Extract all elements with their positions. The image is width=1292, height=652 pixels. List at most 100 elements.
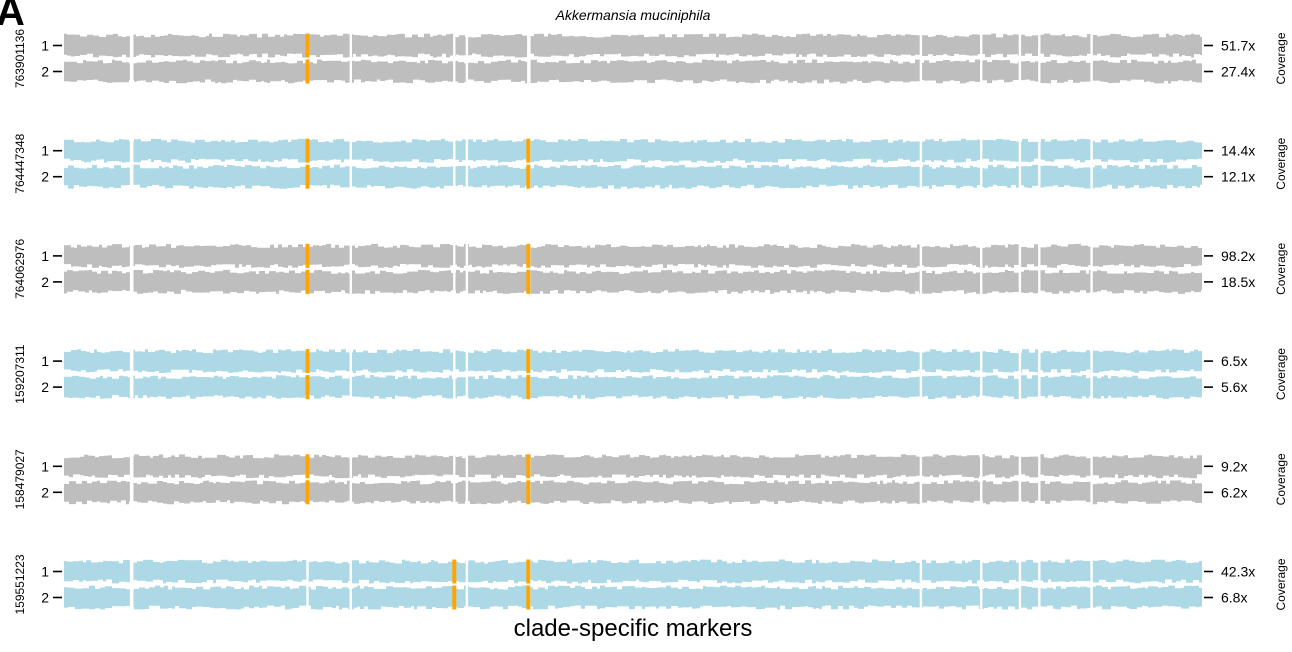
coverage-gap [1038,31,1041,60]
coverage-gap [919,136,923,165]
panel-letter: A [0,0,25,34]
coverage-band [64,557,1202,586]
coverage-gap [131,583,134,612]
track-label: 2 [41,590,49,606]
coverage-gap [349,241,352,270]
coverage-gap [465,241,469,270]
clade-marker [305,138,310,163]
coverage-value: 42.3x [1221,564,1255,580]
coverage-gap [980,583,983,612]
coverage-gap [919,57,923,86]
coverage-band [64,452,1202,481]
coverage-gap [919,347,923,376]
coverage-gap [465,347,469,376]
coverage-gap [919,373,923,402]
track-label: 2 [41,274,49,290]
coverage-gap [1090,478,1093,507]
coverage-gap [1038,162,1041,191]
coverage-axis-label: Coverage [1274,453,1288,505]
coverage-gap [1038,57,1041,86]
clade-marker [305,59,310,84]
clade-marker [526,349,531,374]
coverage-value: 12.1x [1221,169,1255,185]
coverage-gap [919,241,923,270]
coverage-value: 27.4x [1221,64,1255,80]
coverage-gap [1038,583,1041,612]
coverage-gap [980,557,983,586]
sample-id: 158479027 [13,449,27,509]
coverage-band [64,162,1202,191]
coverage-gap [1018,267,1022,296]
coverage-gap [306,583,309,612]
coverage-axis-label: Coverage [1274,137,1288,189]
coverage-gap [980,136,983,165]
coverage-gap [131,162,134,191]
coverage-gap [349,373,352,402]
coverage-gap [453,478,456,507]
track-label: 1 [41,458,49,474]
coverage-gap [453,31,456,60]
clade-marker [526,138,531,163]
coverage-gap [129,373,133,402]
clade-marker [305,349,310,374]
coverage-band-fill [64,33,1202,58]
coverage-gap [465,557,469,586]
coverage-gap [1090,452,1093,481]
coverage-band [64,31,1202,60]
coverage-value: 14.4x [1221,143,1255,159]
clade-marker [305,33,310,58]
coverage-gap [1038,136,1041,165]
coverage-gap [465,478,469,507]
coverage-gap [131,57,134,86]
clade-marker [526,559,531,584]
coverage-gap [453,136,456,165]
coverage-gap [349,478,352,507]
coverage-band [64,347,1202,376]
coverage-gap [129,452,133,481]
clade-marker [526,269,531,294]
coverage-gap [1038,478,1041,507]
coverage-gap [349,162,352,191]
coverage-gap [453,452,456,481]
coverage-gap [349,583,352,612]
coverage-band [64,241,1202,270]
coverage-gap [1090,347,1093,376]
coverage-band-fill [64,59,1202,84]
clade-marker [305,243,310,268]
coverage-value: 6.8x [1221,590,1247,606]
coverage-gap [465,267,469,296]
coverage-value: 6.5x [1221,353,1247,369]
coverage-band-fill [64,375,1202,400]
coverage-gap [1018,136,1022,165]
coverage-axis-label: Coverage [1274,558,1288,610]
coverage-gap [1018,241,1022,270]
clade-marker [526,375,531,400]
coverage-gap [1090,241,1093,270]
track-label: 2 [41,169,49,185]
sample-id: 764062976 [13,239,27,299]
coverage-gap [919,583,923,612]
track-label: 2 [41,484,49,500]
sample-id: 763901136 [13,29,27,89]
coverage-gap [131,557,134,586]
coverage-gap [919,31,923,60]
coverage-gap [1090,373,1093,402]
coverage-gap [131,267,134,296]
coverage-band [64,583,1202,612]
coverage-gap [453,373,456,402]
coverage-gap [129,347,133,376]
coverage-gap [349,136,352,165]
coverage-value: 51.7x [1221,38,1255,54]
coverage-gap [919,162,923,191]
coverage-gap [129,583,133,612]
coverage-gap [1090,162,1093,191]
coverage-gap [349,347,352,376]
coverage-gap [129,267,133,296]
coverage-gap [465,57,469,86]
coverage-gap [1018,57,1022,86]
coverage-value: 98.2x [1221,248,1255,264]
track-label: 1 [41,353,49,369]
coverage-band [64,57,1202,86]
clade-marker [305,480,310,505]
